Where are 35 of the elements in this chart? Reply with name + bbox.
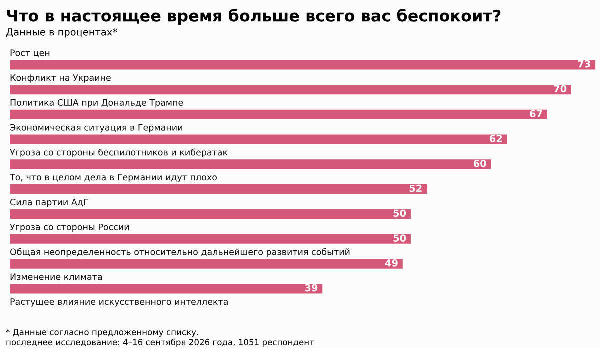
y-tick-label: Угроза со стороны беспилотников и кибератак bbox=[10, 148, 228, 158]
y-tick-label: То, что в целом дела в Германии идут плохо bbox=[10, 174, 217, 182]
y-tick-label: Конфликт на Украине bbox=[10, 74, 111, 83]
y-tick-label: Растущее влияние искусственного интеллекта bbox=[10, 298, 228, 307]
data-label: 60 bbox=[474, 160, 486, 168]
bar bbox=[10, 109, 548, 120]
bar bbox=[10, 233, 412, 245]
chart-subtitle: Данные в процентах* bbox=[6, 28, 118, 38]
y-tick-label: Угроза со стороны России bbox=[10, 224, 129, 232]
data-label: 39 bbox=[305, 284, 318, 292]
y-tick-label: Экономическая ситуация в Германии bbox=[10, 124, 182, 133]
bar bbox=[10, 258, 404, 270]
data-label: 50 bbox=[394, 234, 406, 242]
y-tick-label: Рост цен bbox=[10, 50, 50, 58]
y-tick-label: Общая неопределенность относительно дальнейшего развития событий bbox=[10, 248, 350, 258]
bar bbox=[10, 158, 492, 170]
bar bbox=[10, 184, 428, 195]
data-label: 73 bbox=[578, 60, 590, 68]
y-tick-label: Политика США при Дональде Трампе bbox=[10, 99, 184, 108]
text: последнее исследование: 4–16 сентября 2026 года, 1051 респондент bbox=[6, 338, 314, 348]
text: * Данные согласно предложенному списку. bbox=[6, 329, 198, 338]
data-label: 62 bbox=[490, 135, 502, 142]
bar bbox=[10, 283, 324, 295]
bar bbox=[10, 84, 572, 96]
data-label: 52 bbox=[410, 184, 422, 192]
bar bbox=[10, 208, 412, 220]
data-label: 50 bbox=[394, 210, 406, 218]
bar bbox=[10, 134, 508, 146]
data-label: 49 bbox=[385, 259, 398, 267]
data-label: 70 bbox=[554, 85, 567, 93]
chart-title: Что в настоящее время больше всего вас беспокоит? bbox=[7, 9, 501, 25]
y-tick-label: Изменение климата bbox=[10, 274, 102, 280]
y-tick-label: Сила партии АдГ bbox=[10, 198, 88, 208]
bar bbox=[10, 59, 596, 71]
data-label: 67 bbox=[530, 110, 542, 118]
